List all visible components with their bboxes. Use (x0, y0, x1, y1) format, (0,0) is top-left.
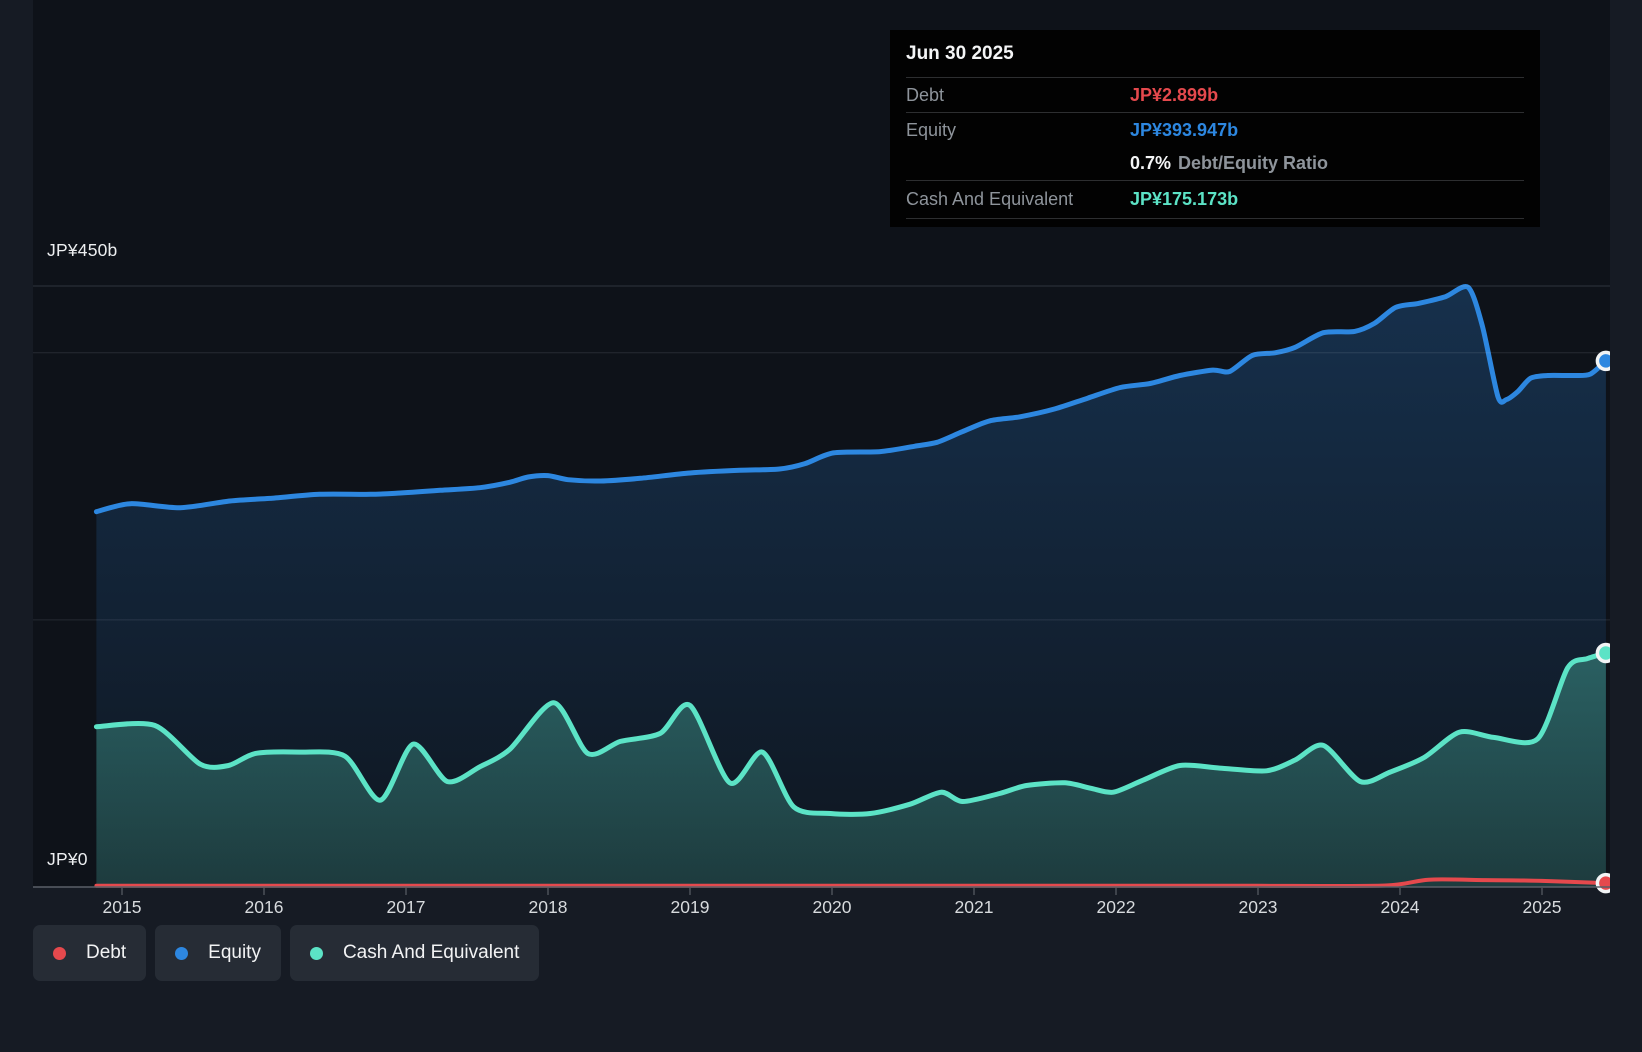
y-axis-label-0: JP¥0 (47, 849, 88, 870)
tooltip-debt-value: JP¥2.899b (1130, 85, 1218, 106)
tooltip-debt-row: Debt JP¥2.899b (906, 77, 1524, 112)
x-axis-label-2022: 2022 (1097, 897, 1136, 917)
tooltip-ratio-value: 0.7% (1130, 153, 1171, 174)
tooltip-cash-value: JP¥175.173b (1130, 189, 1238, 210)
legend-item-equity[interactable]: Equity (155, 925, 281, 981)
tooltip-debt-label: Debt (906, 85, 1130, 106)
legend-equity-label: Equity (208, 942, 261, 964)
legend-item-cash[interactable]: Cash And Equivalent (290, 925, 539, 981)
chart-legend: Debt Equity Cash And Equivalent (33, 925, 539, 981)
tooltip-equity-value: JP¥393.947b (1130, 120, 1238, 141)
debt-end-marker[interactable] (1597, 875, 1614, 892)
x-axis-label-2025: 2025 (1523, 897, 1562, 917)
tooltip-equity-label: Equity (906, 120, 1130, 141)
x-axis-label-2016: 2016 (245, 897, 284, 917)
tooltip-cash-row: Cash And Equivalent JP¥175.173b (906, 180, 1524, 219)
tooltip-cash-label: Cash And Equivalent (906, 189, 1130, 210)
x-axis-label-2015: 2015 (103, 897, 142, 917)
legend-item-debt[interactable]: Debt (33, 925, 146, 981)
y-axis-label-450b: JP¥450b (47, 240, 118, 261)
x-axis-label-2017: 2017 (387, 897, 426, 917)
cash-end-marker[interactable] (1597, 645, 1614, 662)
debt-color-dot-icon (53, 947, 66, 960)
balance-sheet-history-chart-page: { "colors": { "debt": "#e5494d", "equity… (0, 0, 1642, 1052)
x-axis-label-2024: 2024 (1381, 897, 1420, 917)
tooltip-equity-block: Equity JP¥393.947b 0.7% Debt/Equity Rati… (906, 112, 1524, 180)
legend-debt-label: Debt (86, 942, 126, 964)
cash-color-dot-icon (310, 947, 323, 960)
equity-end-marker[interactable] (1597, 352, 1614, 369)
equity-color-dot-icon (175, 947, 188, 960)
x-axis-label-2021: 2021 (955, 897, 994, 917)
legend-cash-label: Cash And Equivalent (343, 942, 519, 964)
x-axis-label-2018: 2018 (529, 897, 568, 917)
x-axis-label-2020: 2020 (813, 897, 852, 917)
x-axis-label-2019: 2019 (671, 897, 710, 917)
tooltip-date: Jun 30 2025 (906, 30, 1524, 77)
chart-tooltip: Jun 30 2025 Debt JP¥2.899b Equity JP¥393… (890, 30, 1540, 227)
tooltip-ratio-label: Debt/Equity Ratio (1178, 153, 1328, 174)
x-axis-label-2023: 2023 (1239, 897, 1278, 917)
